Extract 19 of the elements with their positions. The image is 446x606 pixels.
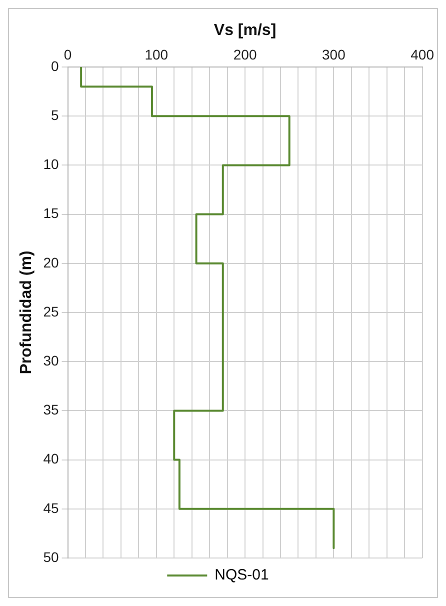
y-tick-label: 20: [43, 254, 59, 270]
x-axis-title: Vs [m/s]: [214, 22, 276, 40]
y-tick-label: 30: [43, 352, 59, 368]
x-tick-label: 200: [233, 46, 257, 62]
y-axis-title: Profundidad (m): [18, 250, 36, 374]
y-tick-label: 35: [43, 402, 59, 418]
y-tick-label: 10: [43, 156, 59, 172]
y-tick-label: 50: [43, 548, 59, 565]
x-tick-label: 300: [322, 46, 346, 62]
x-tick-label: 100: [144, 46, 168, 62]
y-tick-label: 40: [43, 450, 59, 467]
y-tick-label: 0: [50, 58, 59, 74]
x-tick-label: 400: [410, 46, 434, 62]
y-tick-label: 5: [50, 106, 59, 123]
y-tick-label: 25: [43, 303, 59, 320]
x-tick-label: 0: [64, 46, 72, 62]
y-tick-label: 45: [43, 500, 59, 516]
legend-label: NQS-01: [214, 566, 269, 584]
y-tick-label: 15: [43, 205, 59, 222]
